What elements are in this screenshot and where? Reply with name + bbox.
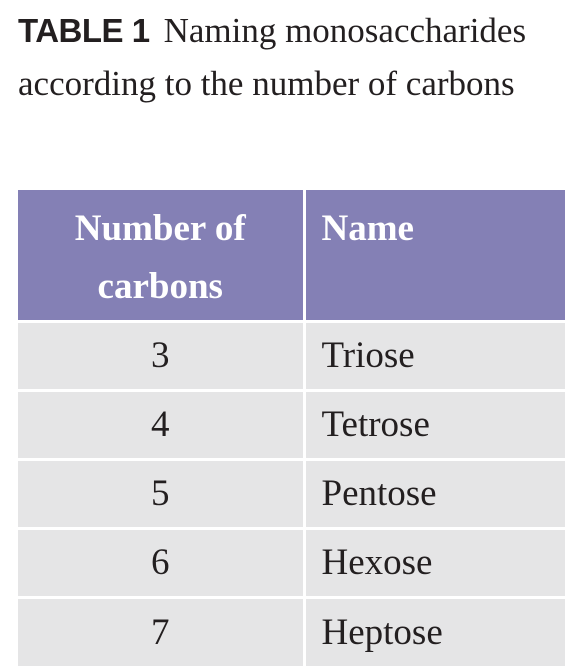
- carbon-count-cell: 4: [18, 388, 306, 459]
- table-row: 6 Hexose: [18, 526, 565, 597]
- carbon-count-cell: 5: [18, 457, 306, 528]
- name-cell: Hexose: [304, 526, 565, 597]
- name-cell: Triose: [304, 319, 565, 390]
- carbon-count-cell: 6: [18, 526, 306, 597]
- table-label: TABLE 1: [18, 12, 150, 49]
- name-cell: Heptose: [304, 595, 565, 666]
- table-row: 3 Triose: [18, 319, 565, 390]
- table-row: 4 Tetrose: [18, 388, 565, 459]
- header-number-of-carbons: Number of carbons: [18, 190, 306, 321]
- name-cell: Pentose: [304, 457, 565, 528]
- table-caption: TABLE 1 Naming monosaccharides according …: [18, 4, 558, 110]
- table-row: 7 Heptose: [18, 595, 565, 666]
- header-name: Name: [304, 190, 565, 321]
- table-caption-text: Naming monosaccharides according to the …: [18, 11, 527, 103]
- carbon-count-cell: 3: [18, 319, 306, 390]
- carbon-count-cell: 7: [18, 595, 306, 666]
- name-cell: Tetrose: [304, 388, 565, 459]
- table-header-row: Number of carbons Name: [18, 190, 565, 321]
- monosaccharide-table: Number of carbons Name 3 Triose 4 Tetros…: [18, 190, 565, 666]
- table-row: 5 Pentose: [18, 457, 565, 528]
